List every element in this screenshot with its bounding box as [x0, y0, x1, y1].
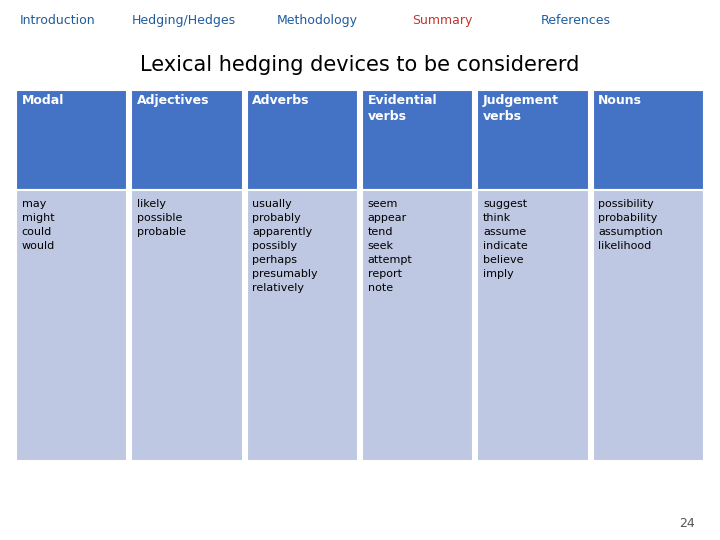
Text: References: References: [541, 14, 611, 27]
Text: Methodology: Methodology: [276, 14, 357, 27]
Text: likely
possible
probable: likely possible probable: [137, 199, 186, 237]
Bar: [362, 190, 473, 461]
Text: possibility
probability
assumption
likelihood: possibility probability assumption likel…: [598, 199, 663, 251]
Bar: [477, 190, 588, 461]
Text: Adjectives: Adjectives: [137, 94, 210, 107]
Text: Evidential
verbs: Evidential verbs: [368, 94, 437, 124]
Text: Judgement
verbs: Judgement verbs: [483, 94, 559, 124]
Bar: [477, 90, 588, 190]
Bar: [247, 190, 358, 461]
Bar: [593, 90, 704, 190]
Bar: [362, 90, 473, 190]
Text: Introduction: Introduction: [19, 14, 96, 27]
Bar: [16, 190, 127, 461]
Text: Hedging/Hedges: Hedging/Hedges: [132, 14, 235, 27]
Text: 24: 24: [679, 517, 695, 530]
Bar: [132, 190, 243, 461]
Bar: [593, 190, 704, 461]
Text: Modal: Modal: [22, 94, 64, 107]
Bar: [16, 90, 127, 190]
Text: Lexical hedging devices to be considererd: Lexical hedging devices to be considerer…: [140, 55, 580, 75]
Bar: [132, 90, 243, 190]
Text: may
might
could
would: may might could would: [22, 199, 55, 251]
Text: seem
appear
tend
seek
attempt
report
note: seem appear tend seek attempt report not…: [368, 199, 413, 293]
Text: suggest
think
assume
indicate
believe
imply: suggest think assume indicate believe im…: [483, 199, 528, 279]
Text: Summary: Summary: [413, 14, 473, 27]
Text: usually
probably
apparently
possibly
perhaps
presumably
relatively: usually probably apparently possibly per…: [252, 199, 318, 293]
Text: Nouns: Nouns: [598, 94, 642, 107]
Bar: [247, 90, 358, 190]
Text: Adverbs: Adverbs: [252, 94, 310, 107]
